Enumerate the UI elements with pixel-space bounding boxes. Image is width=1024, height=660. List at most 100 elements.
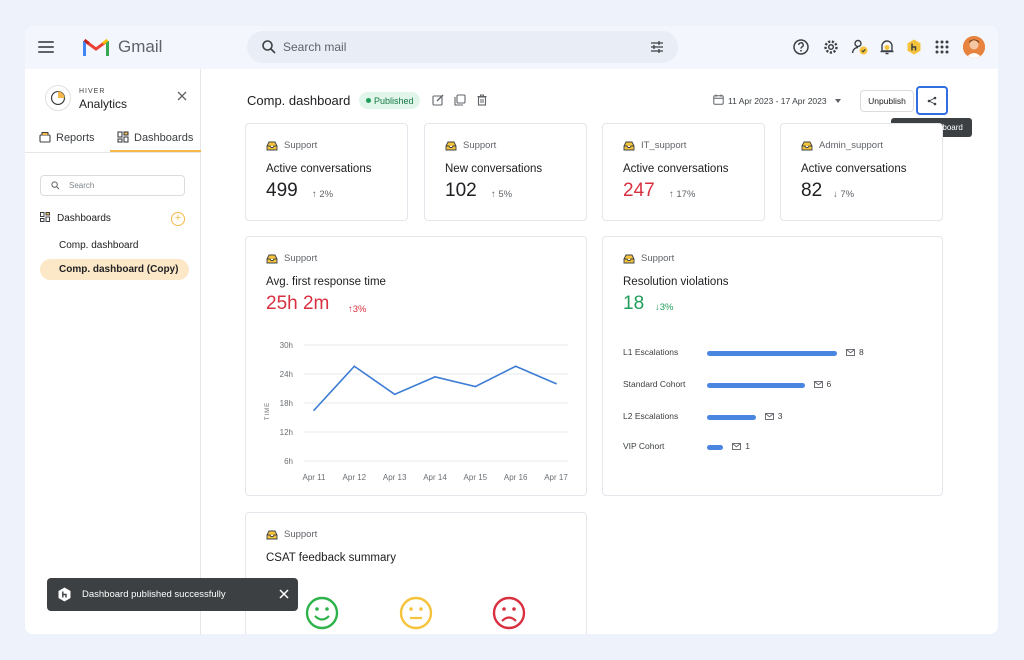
- happy-face-icon: [305, 596, 339, 630]
- arrow-up-icon: ↑: [312, 189, 317, 200]
- notification-bell-icon[interactable]: [878, 38, 896, 56]
- x-tick-label: Apr 15: [464, 473, 488, 482]
- add-dashboard-plus-icon[interactable]: +: [171, 212, 185, 226]
- bar[interactable]: [707, 415, 756, 420]
- metric-change: ↓ 7%: [833, 189, 854, 200]
- chevron-down-icon[interactable]: [835, 99, 841, 103]
- user-status-icon[interactable]: [851, 38, 869, 56]
- help-icon[interactable]: [792, 38, 810, 56]
- metric-value: 499: [266, 180, 298, 201]
- stat-card[interactable]: Admin_support Active conversations 82 ↓ …: [780, 123, 943, 221]
- search-input[interactable]: Search mail: [283, 40, 347, 54]
- search-options-icon[interactable]: [650, 40, 664, 54]
- dashboards-section-header[interactable]: Dashboards: [40, 212, 111, 224]
- arrow-up-icon: ↑: [491, 189, 496, 200]
- dashboard-title: Comp. dashboard: [247, 93, 351, 108]
- metric-name: Avg. first response time: [266, 276, 386, 288]
- inbox-tag: IT_support: [641, 140, 687, 151]
- calendar-icon[interactable]: [713, 94, 724, 105]
- change-value: 7%: [840, 189, 855, 200]
- success-toast: Dashboard published successfully: [47, 578, 298, 611]
- sidebar-item-comp-dashboard-copy[interactable]: Comp. dashboard (Copy): [40, 259, 189, 280]
- metric-change: ↓3%: [655, 302, 673, 313]
- change-value: 5%: [498, 189, 513, 200]
- bar-value: 3: [777, 411, 783, 421]
- metric-change: ↑ 17%: [669, 189, 695, 200]
- bar[interactable]: [707, 383, 805, 388]
- inbox-tag: Support: [284, 253, 318, 264]
- inbox-icon: [801, 141, 813, 151]
- sidebar-search-input[interactable]: Search: [40, 175, 185, 196]
- toast-message: Dashboard published successfully: [82, 589, 226, 600]
- stat-card[interactable]: Support New conversations 102 ↑ 5%: [424, 123, 587, 221]
- unpublish-button[interactable]: Unpublish: [860, 90, 914, 112]
- response-time-card[interactable]: Support Avg. first response time 25h 2m …: [245, 236, 587, 496]
- hiver-analytics-logo-icon: [45, 85, 71, 111]
- close-toast-icon[interactable]: [279, 589, 289, 599]
- sidebar-search-icon: [51, 181, 60, 190]
- sidebar-item-label: Comp. dashboard (Copy): [59, 264, 179, 275]
- inbox-tag: Support: [284, 140, 318, 151]
- bar[interactable]: [707, 351, 837, 356]
- metric-name: Active conversations: [801, 163, 907, 175]
- app-window: Gmail Search mail: [25, 26, 998, 634]
- delete-trash-icon[interactable]: [476, 94, 488, 106]
- csat-card[interactable]: Support CSAT feedback summary: [245, 512, 587, 634]
- inbox-icon: [266, 530, 278, 540]
- change-value: 17%: [676, 189, 696, 200]
- bar-label: Standard Cohort: [623, 379, 686, 389]
- x-tick-label: Apr 12: [343, 473, 367, 482]
- inbox-icon: [266, 141, 278, 151]
- hiver-sidebar: HIVER Analytics Reports Dashboards: [25, 69, 201, 634]
- bar[interactable]: [707, 445, 724, 450]
- y-axis-label: TIME: [265, 402, 271, 420]
- hiver-extension-icon[interactable]: [905, 38, 923, 56]
- bar-value: 1: [745, 441, 750, 451]
- series-line: [313, 365, 557, 411]
- x-tick-label: Apr 16: [504, 473, 528, 482]
- stat-card[interactable]: IT_support Active conversations 247 ↑ 17…: [602, 123, 765, 221]
- stat-card[interactable]: Support Active conversations 499 ↑ 2%: [245, 123, 408, 221]
- search-icon[interactable]: [261, 39, 277, 55]
- tab-reports-label: Reports: [56, 132, 95, 144]
- dashboards-section-label: Dashboards: [57, 213, 111, 224]
- x-tick-label: Apr 11: [303, 473, 327, 482]
- sidebar-item-comp-dashboard[interactable]: Comp. dashboard: [59, 240, 139, 251]
- neutral-face-icon: [399, 596, 433, 630]
- tab-dashboards[interactable]: Dashboards: [117, 131, 193, 144]
- avatar-image: [963, 36, 985, 58]
- mail-icon: [846, 349, 855, 356]
- share-dashboard-button[interactable]: [916, 86, 948, 115]
- x-tick-label: Apr 17: [544, 473, 568, 482]
- dashboards-icon: [117, 131, 129, 143]
- violations-card[interactable]: Support Resolution violations 18 ↓3% L1 …: [602, 236, 943, 496]
- inbox-tag: Support: [284, 529, 318, 540]
- inbox-icon: [445, 141, 457, 151]
- y-tick-label: 30h: [280, 341, 293, 350]
- change-value: 3%: [352, 304, 367, 315]
- duplicate-icon[interactable]: [454, 94, 466, 106]
- edit-icon[interactable]: [432, 94, 444, 106]
- change-value: 3%: [659, 302, 674, 313]
- response-time-line-chart: 30h 24h 18h 12h 6h Apr 11 Apr 12 Apr 13 Apr 14 Ap…: [265, 341, 568, 482]
- tab-dashboards-label: Dashboards: [134, 132, 194, 144]
- sad-face-icon: [492, 596, 526, 630]
- apps-grid-icon[interactable]: [933, 38, 951, 56]
- arrow-down-icon: ↓: [655, 302, 660, 313]
- data-point: [434, 376, 436, 378]
- close-panel-icon[interactable]: [177, 91, 187, 101]
- gmail-logo-icon[interactable]: [83, 36, 109, 58]
- status-dot: [366, 98, 371, 103]
- tab-reports[interactable]: Reports: [39, 131, 95, 144]
- gmail-search-bar[interactable]: Search mail: [247, 31, 678, 63]
- date-range-picker[interactable]: 11 Apr 2023 - 17 Apr 2023: [728, 96, 827, 106]
- main-menu-icon[interactable]: [38, 39, 54, 55]
- bar-label: L1 Escalations: [623, 347, 679, 357]
- data-point: [393, 393, 396, 396]
- arrow-up-icon: ↑: [348, 304, 353, 315]
- mail-icon: [813, 381, 823, 388]
- gmail-title: Gmail: [118, 37, 163, 56]
- settings-gear-icon[interactable]: [822, 38, 840, 56]
- user-avatar[interactable]: [963, 36, 985, 58]
- inbox-icon: [623, 141, 635, 151]
